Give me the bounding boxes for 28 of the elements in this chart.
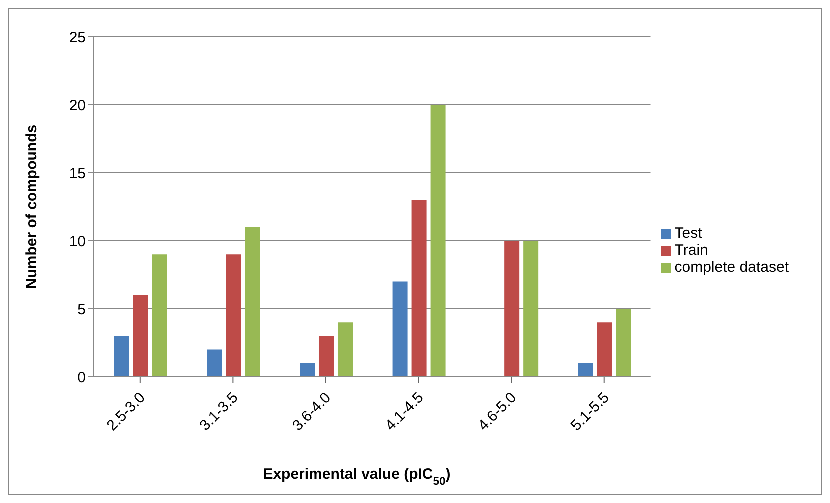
bar [152,254,168,377]
bar [430,105,446,377]
bar [300,363,315,377]
bar [597,322,612,377]
y-tick-label: 0 [78,369,86,386]
y-tick-label: 20 [69,97,86,114]
bar [207,350,222,377]
bar [412,200,427,377]
bar [226,254,242,377]
bar [133,295,148,377]
bar [504,241,520,377]
bar [616,309,632,377]
bar [392,282,408,377]
y-tick-label: 15 [69,165,86,182]
bar [338,322,353,377]
bar [114,336,130,377]
bar [524,241,539,377]
x-axis-title: Experimental value (pIC$_{50}$) [263,466,451,488]
y-axis-title: Number of compounds [23,124,40,290]
y-tick-label: 5 [78,301,86,318]
y-tick-label: 10 [69,233,86,250]
bar [578,363,594,377]
bar [319,336,334,377]
legend-label: complete dataset [674,259,789,276]
legend-label: Test [674,225,702,242]
bar [245,227,260,377]
y-tick-label: 25 [69,29,86,46]
legend-label: Train [674,242,708,259]
